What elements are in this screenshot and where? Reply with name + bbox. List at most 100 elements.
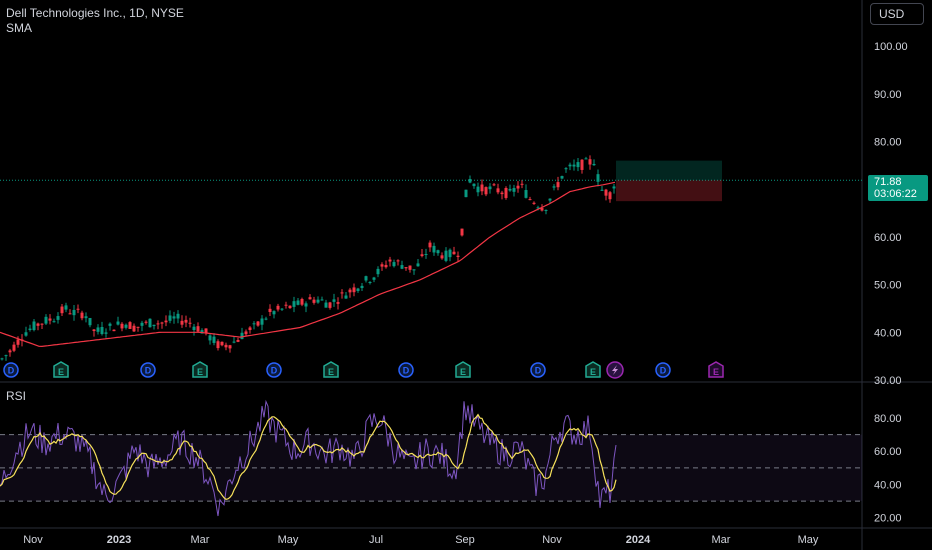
candle-body bbox=[44, 316, 48, 324]
rsi-tick-label: 80.00 bbox=[874, 413, 902, 425]
candle-body bbox=[332, 299, 336, 302]
candle-body bbox=[500, 192, 504, 195]
candle-body bbox=[372, 277, 376, 280]
dividend-marker[interactable]: D bbox=[140, 362, 156, 378]
candle-body bbox=[72, 309, 76, 316]
candle-body bbox=[76, 308, 80, 310]
long-position-tool[interactable] bbox=[616, 160, 722, 202]
candle-body bbox=[128, 322, 132, 329]
dividend-icon bbox=[398, 362, 414, 378]
dividend-icon bbox=[655, 362, 671, 378]
candle-body bbox=[232, 341, 236, 343]
candle-body bbox=[540, 208, 544, 211]
candle-body bbox=[84, 316, 88, 319]
candle-body bbox=[188, 322, 192, 324]
candle-body bbox=[176, 313, 180, 319]
candle-body bbox=[424, 254, 428, 256]
price-tick-label: 100.00 bbox=[874, 41, 908, 53]
candle-body bbox=[168, 315, 172, 321]
candle-body bbox=[604, 189, 608, 196]
candle-body bbox=[52, 321, 56, 323]
candle-body bbox=[436, 250, 440, 254]
candle-body bbox=[152, 324, 156, 327]
candle-body bbox=[12, 344, 16, 351]
candle-body bbox=[572, 164, 576, 167]
dividend-letter: D bbox=[403, 366, 410, 376]
earnings-marker[interactable]: E bbox=[455, 361, 471, 378]
price-tick-label: 30.00 bbox=[874, 375, 902, 387]
candle-body bbox=[240, 332, 244, 340]
candle-body bbox=[112, 329, 116, 332]
earnings-marker[interactable]: E bbox=[708, 361, 724, 378]
candle-body bbox=[364, 276, 368, 281]
time-axis[interactable]: Nov 2023 Mar May Jul Sep Nov 2024 Mar May bbox=[23, 534, 819, 546]
price-tick-label: 50.00 bbox=[874, 280, 902, 292]
dividend-icon bbox=[266, 362, 282, 378]
candle-body bbox=[32, 321, 36, 331]
candle-body bbox=[352, 287, 356, 293]
dividend-marker[interactable]: D bbox=[3, 362, 19, 378]
earnings-icon bbox=[455, 361, 471, 378]
candle-body bbox=[408, 265, 412, 270]
candle-body bbox=[280, 308, 284, 310]
dividend-letter: D bbox=[271, 366, 278, 376]
candle-body bbox=[472, 183, 476, 187]
candle-body bbox=[336, 302, 340, 304]
candle-body bbox=[380, 264, 384, 267]
candle-body bbox=[552, 186, 556, 188]
candle-body bbox=[576, 162, 580, 168]
time-tick-label: Mar bbox=[191, 534, 210, 546]
profit-zone bbox=[616, 160, 722, 181]
candle-body bbox=[0, 358, 4, 360]
earnings-marker[interactable]: E bbox=[192, 361, 208, 378]
candle-body bbox=[528, 199, 532, 201]
candle-body bbox=[252, 323, 256, 325]
price-axis[interactable]: 100.0090.0080.0070.0060.0050.0040.0030.0… bbox=[874, 41, 908, 525]
candle-body bbox=[96, 327, 100, 332]
loss-zone bbox=[616, 180, 722, 202]
earnings-icon bbox=[53, 361, 69, 378]
candle-body bbox=[592, 163, 596, 166]
candle-body bbox=[400, 265, 404, 269]
candle-body bbox=[300, 298, 304, 305]
candle-body bbox=[100, 327, 104, 335]
candle-body bbox=[184, 319, 188, 323]
earnings-marker[interactable]: E bbox=[323, 361, 339, 378]
split-marker[interactable] bbox=[606, 361, 624, 379]
symbol-title[interactable]: Dell Technologies Inc., 1D, NYSE bbox=[6, 6, 184, 20]
candle-body bbox=[68, 313, 72, 315]
candle-body bbox=[272, 311, 276, 315]
candle-body bbox=[600, 189, 604, 191]
dividend-marker[interactable]: D bbox=[398, 362, 414, 378]
dividend-marker[interactable]: D bbox=[266, 362, 282, 378]
candle-body bbox=[452, 251, 456, 255]
rsi-indicator-label[interactable]: RSI bbox=[6, 389, 27, 403]
currency-button[interactable]: USD bbox=[870, 3, 924, 25]
candle-body bbox=[80, 312, 84, 319]
candle-body bbox=[304, 303, 308, 307]
candle-body bbox=[548, 198, 552, 201]
candle-body bbox=[328, 302, 332, 308]
candle-body bbox=[428, 242, 432, 248]
candle-body bbox=[368, 281, 372, 283]
candle-body bbox=[492, 184, 496, 186]
dividend-letter: D bbox=[145, 366, 152, 376]
candle-body bbox=[460, 228, 464, 236]
earnings-marker[interactable]: E bbox=[585, 361, 601, 378]
candle-body bbox=[468, 179, 472, 183]
candle-body bbox=[296, 300, 300, 305]
candle-body bbox=[216, 341, 220, 349]
candle-body bbox=[324, 302, 328, 308]
candle-body bbox=[496, 188, 500, 193]
candle-body bbox=[392, 262, 396, 267]
earnings-marker[interactable]: E bbox=[53, 361, 69, 378]
candle-body bbox=[164, 320, 168, 323]
candle-body bbox=[108, 323, 112, 326]
dividend-marker[interactable]: D bbox=[530, 362, 546, 378]
candle-body bbox=[360, 285, 364, 288]
sma-indicator-label[interactable]: SMA bbox=[6, 21, 33, 35]
dividend-marker[interactable]: D bbox=[655, 362, 671, 378]
candle-body bbox=[596, 174, 600, 182]
